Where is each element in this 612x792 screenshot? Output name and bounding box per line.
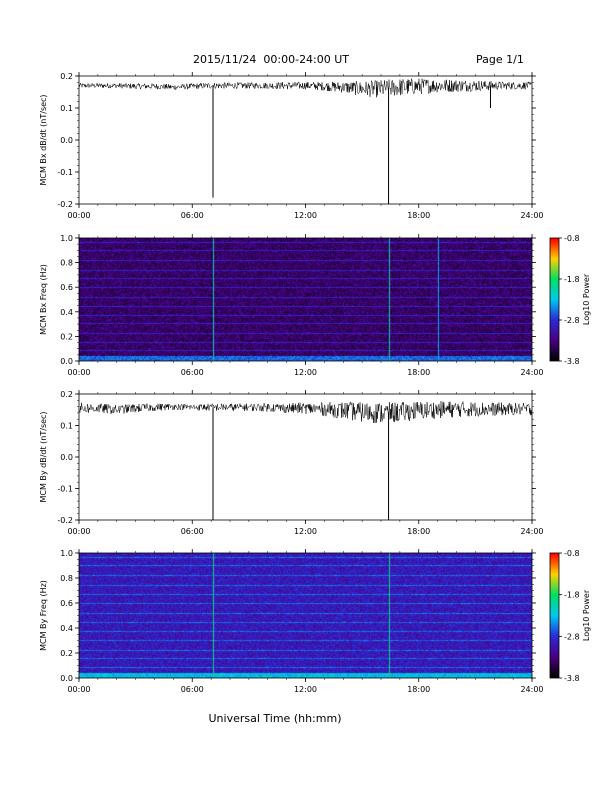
colorbar-tick-label: -3.8	[564, 357, 580, 366]
x-tick-label: 18:00	[407, 527, 430, 536]
y-axis-label: MCM By Freq (Hz)	[39, 580, 48, 651]
colorbar-tick-label: -2.8	[564, 632, 580, 641]
x-tick-label: 24:00	[520, 211, 543, 220]
y-tick-label: 0.1	[60, 104, 73, 113]
x-tick-label: 12:00	[294, 685, 317, 694]
y-tick-label: -0.2	[57, 516, 73, 525]
y-tick-label: 0.0	[60, 674, 73, 683]
y-tick-label: 0.0	[60, 136, 73, 145]
y-tick-label: -0.2	[57, 200, 73, 209]
x-tick-label: 00:00	[67, 685, 90, 694]
colorbar-label: Log10 Power	[582, 273, 591, 325]
x-axis-label: Universal Time (hh:mm)	[209, 712, 342, 725]
y-tick-label: 1.0	[60, 234, 73, 243]
x-tick-label: 12:00	[294, 211, 317, 220]
y-tick-label: 0.2	[60, 72, 73, 81]
colorbar-frame	[549, 237, 560, 362]
y-tick-label: 0.2	[60, 390, 73, 399]
y-tick-label: 0.1	[60, 422, 73, 431]
x-tick-label: 18:00	[407, 368, 430, 377]
y-tick-label: 0.2	[60, 332, 73, 341]
y-tick-label: 0.0	[60, 357, 73, 366]
y-tick-label: 0.0	[60, 453, 73, 462]
x-tick-label: 00:00	[67, 368, 90, 377]
y-tick-label: 0.4	[60, 624, 73, 633]
y-axis-label: MCM Bx dB/dt (nT/sec)	[39, 94, 48, 185]
spectrogram-heatmap	[79, 238, 532, 361]
y-tick-label: 0.8	[60, 259, 73, 268]
dbdt-trace	[78, 401, 533, 424]
x-tick-label: 24:00	[520, 685, 543, 694]
y-axis-label: MCM Bx Freq (Hz)	[39, 264, 48, 335]
colorbar	[550, 238, 559, 361]
x-tick-label: 06:00	[181, 685, 204, 694]
y-tick-label: -0.1	[57, 485, 73, 494]
y-axis-label: MCM By dB/dt (nT/sec)	[39, 411, 48, 502]
date-range-title: 2015/11/24 00:00-24:00 UT	[193, 53, 350, 66]
y-tick-label: 0.4	[60, 308, 73, 317]
x-tick-label: 06:00	[181, 211, 204, 220]
x-tick-label: 00:00	[67, 211, 90, 220]
panel-frame	[78, 393, 533, 521]
colorbar-tick-label: -0.8	[564, 549, 580, 558]
x-tick-label: 00:00	[67, 527, 90, 536]
colorbar-frame	[549, 552, 560, 679]
x-tick-label: 18:00	[407, 685, 430, 694]
colorbar-tick-label: -1.8	[564, 591, 580, 600]
y-tick-label: 0.2	[60, 649, 73, 658]
y-tick-label: 0.6	[60, 599, 73, 608]
y-tick-label: 1.0	[60, 549, 73, 558]
x-tick-label: 24:00	[520, 368, 543, 377]
panel-frame	[78, 75, 533, 205]
x-tick-label: 24:00	[520, 527, 543, 536]
colorbar-label: Log10 Power	[582, 589, 591, 641]
x-tick-label: 06:00	[181, 527, 204, 536]
dbdt-trace	[78, 78, 533, 98]
colorbar	[550, 553, 559, 678]
spectrogram-heatmap	[79, 553, 532, 678]
y-tick-label: 0.8	[60, 574, 73, 583]
colorbar-tick-label: -2.8	[564, 316, 580, 325]
x-tick-label: 18:00	[407, 211, 430, 220]
x-tick-label: 06:00	[181, 368, 204, 377]
colorbar-tick-label: -0.8	[564, 234, 580, 243]
y-tick-label: 0.6	[60, 283, 73, 292]
x-tick-label: 12:00	[294, 368, 317, 377]
colorbar-tick-label: -3.8	[564, 674, 580, 683]
page-indicator: Page 1/1	[476, 53, 524, 66]
x-tick-label: 12:00	[294, 527, 317, 536]
y-tick-label: -0.1	[57, 168, 73, 177]
colorbar-tick-label: -1.8	[564, 275, 580, 284]
